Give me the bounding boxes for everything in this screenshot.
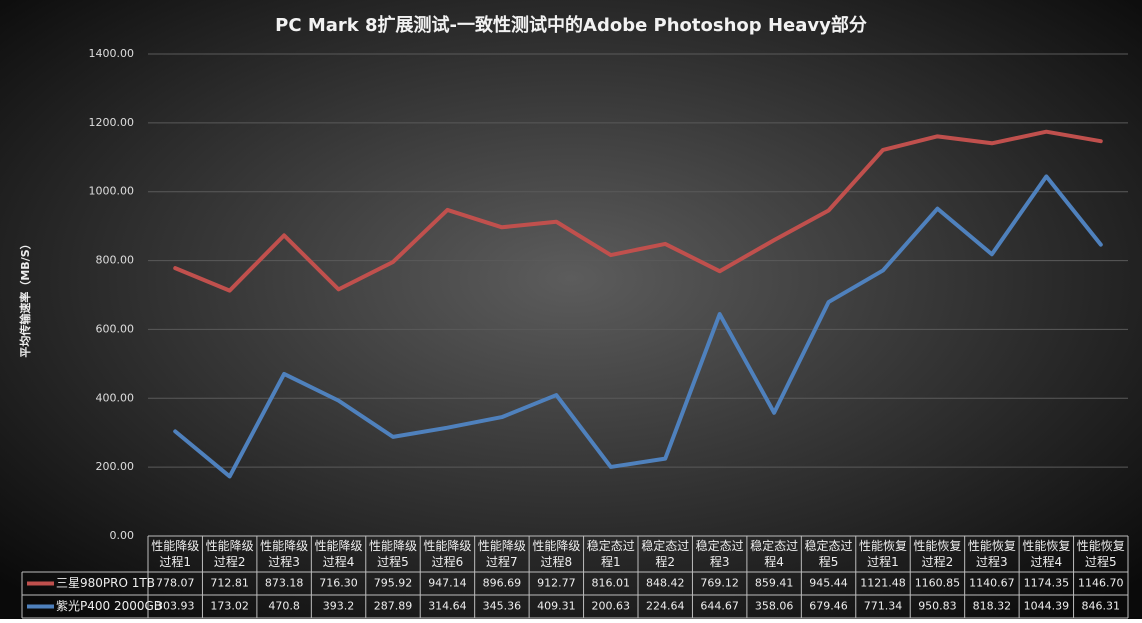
data-table-value: 712.81: [210, 577, 249, 590]
category-cell: 稳定态过程2: [641, 539, 690, 569]
category-cell: 性能恢复过程1: [858, 539, 907, 569]
data-table-value: 816.01: [592, 577, 631, 590]
data-table-value: 716.30: [319, 577, 358, 590]
y-tick-label: 1200.00: [89, 116, 135, 129]
data-table-value: 848.42: [646, 577, 685, 590]
data-table-value: 393.2: [323, 600, 355, 613]
data-table-value: 173.02: [210, 600, 249, 613]
data-table-value: 771.34: [864, 600, 903, 613]
category-cell: 性能降级过程1: [151, 539, 200, 569]
x-tick-label: 性能恢复过程3: [967, 539, 1016, 569]
x-tick-label: 性能降级过程7: [477, 539, 526, 569]
data-table-value: 1044.39: [1024, 600, 1070, 613]
x-tick-label: 性能恢复过程1: [858, 539, 907, 569]
data-table-value: 1174.35: [1024, 577, 1070, 590]
category-cell: 性能降级过程8: [532, 539, 581, 569]
x-tick-label: 性能降级过程6: [423, 539, 472, 569]
category-cell: 性能降级过程5: [368, 539, 417, 569]
data-table-value: 795.92: [374, 577, 413, 590]
y-tick-label: 0.00: [110, 529, 135, 542]
chart-title: PC Mark 8扩展测试-一致性测试中的Adobe Photoshop Hea…: [275, 14, 867, 36]
y-tick-label: 800.00: [96, 254, 135, 267]
data-table-value: 1160.85: [915, 577, 961, 590]
data-table-value: 818.32: [973, 600, 1012, 613]
x-tick-label: 稳定态过程5: [804, 539, 853, 569]
data-table-value: 950.83: [918, 600, 957, 613]
y-tick-label: 1400.00: [89, 47, 135, 60]
x-tick-label: 性能恢复过程2: [913, 539, 962, 569]
category-cell: 性能恢复过程4: [1022, 539, 1071, 569]
category-cell: 性能降级过程4: [314, 539, 363, 569]
legend-label: 紫光P400 2000GB: [56, 599, 162, 613]
x-tick-label: 稳定态过程3: [695, 539, 744, 569]
category-cell: 性能降级过程3: [260, 539, 309, 569]
x-tick-label: 性能降级过程3: [260, 539, 309, 569]
data-table-value: 303.93: [156, 600, 195, 613]
data-table-value: 896.69: [483, 577, 522, 590]
y-tick-label: 600.00: [96, 322, 135, 335]
data-table-value: 945.44: [809, 577, 848, 590]
x-tick-label: 性能降级过程8: [532, 539, 581, 569]
x-tick-label: 性能恢复过程5: [1076, 539, 1125, 569]
category-cell: 性能降级过程2: [205, 539, 254, 569]
y-axis-label: 平均传输速率（MB/S）: [18, 238, 32, 357]
y-tick-label: 1000.00: [89, 185, 135, 198]
x-tick-label: 性能恢复过程4: [1022, 539, 1071, 569]
x-tick-label: 稳定态过程4: [750, 539, 799, 569]
x-tick-label: 稳定态过程2: [641, 539, 690, 569]
data-table-value: 679.46: [809, 600, 848, 613]
data-table-value: 1140.67: [969, 577, 1015, 590]
data-table-value: 947.14: [428, 577, 467, 590]
category-cell: 稳定态过程5: [804, 539, 853, 569]
data-table-value: 200.63: [592, 600, 631, 613]
data-table-value: 873.18: [265, 577, 304, 590]
data-table-value: 644.67: [700, 600, 739, 613]
data-table-value: 1146.70: [1078, 577, 1124, 590]
legend-label: 三星980PRO 1TB: [56, 576, 155, 590]
x-tick-label: 性能降级过程5: [368, 539, 417, 569]
category-cell: 稳定态过程3: [695, 539, 744, 569]
data-table-value: 345.36: [483, 600, 522, 613]
data-table-value: 314.64: [428, 600, 467, 613]
data-table-value: 409.31: [537, 600, 576, 613]
x-tick-label: 性能降级过程2: [205, 539, 254, 569]
x-tick-label: 性能降级过程1: [151, 539, 200, 569]
data-table-value: 778.07: [156, 577, 195, 590]
category-cell: 性能恢复过程2: [913, 539, 962, 569]
data-table-value: 846.31: [1082, 600, 1121, 613]
data-table-value: 224.64: [646, 600, 685, 613]
data-table-value: 287.89: [374, 600, 413, 613]
y-tick-label: 200.00: [96, 460, 135, 473]
category-cell: 性能降级过程6: [423, 539, 472, 569]
category-cell: 性能恢复过程5: [1076, 539, 1125, 569]
data-table-value: 358.06: [755, 600, 794, 613]
data-table-value: 470.8: [268, 600, 300, 613]
data-table-value: 912.77: [537, 577, 576, 590]
data-table-value: 859.41: [755, 577, 794, 590]
series-line: [173, 129, 1103, 293]
x-tick-label: 性能降级过程4: [314, 539, 363, 569]
data-table-value: 769.12: [700, 577, 739, 590]
y-tick-label: 400.00: [96, 391, 135, 404]
x-tick-label: 稳定态过程1: [586, 539, 635, 569]
data-table-value: 1121.48: [860, 577, 906, 590]
series-line: [173, 174, 1103, 479]
category-cell: 稳定态过程4: [750, 539, 799, 569]
category-cell: 稳定态过程1: [586, 539, 635, 569]
category-cell: 性能恢复过程3: [967, 539, 1016, 569]
category-cell: 性能降级过程7: [477, 539, 526, 569]
